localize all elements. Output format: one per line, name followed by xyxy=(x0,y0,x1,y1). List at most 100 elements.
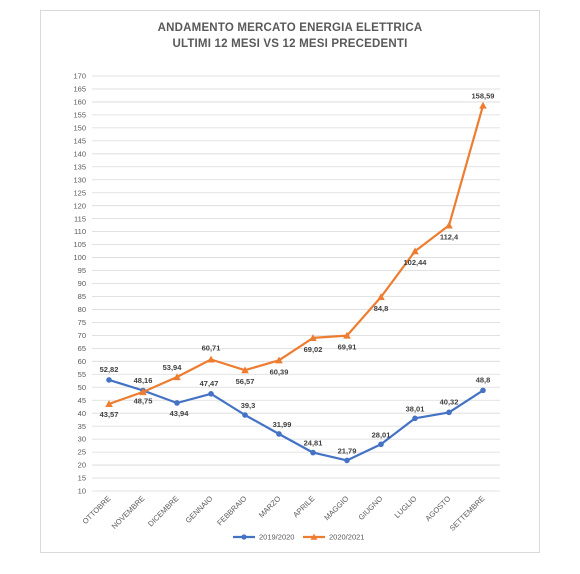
data-label: 84,8 xyxy=(374,304,389,313)
y-tick-label: 20 xyxy=(78,461,86,470)
data-point xyxy=(173,373,181,381)
data-label: 60,39 xyxy=(270,367,289,376)
legend-label: 2019/2020 xyxy=(259,533,294,542)
y-tick-label: 150 xyxy=(73,123,86,132)
y-tick-label: 25 xyxy=(78,448,86,457)
chart-title-line-1: ANDAMENTO MERCATO ENERGIA ELETTRICA xyxy=(157,22,423,34)
series-line-0 xyxy=(108,378,484,462)
y-tick-label: 90 xyxy=(78,279,86,288)
data-label: 69,91 xyxy=(338,343,357,352)
data-point xyxy=(276,431,282,437)
data-label: 158,59 xyxy=(472,92,495,101)
data-label: 69,02 xyxy=(304,345,323,354)
data-labels: 52,82 48,75 43,94 47,47 39,3 31,99 24,81 21,79 2… xyxy=(100,92,495,456)
y-tick-label: 130 xyxy=(73,175,86,184)
legend: 2019/2020 2020/2021 xyxy=(233,533,364,542)
y-tick-label: 65 xyxy=(78,344,86,353)
data-point xyxy=(207,355,215,363)
y-tick-label: 100 xyxy=(73,253,86,262)
y-tick-label: 115 xyxy=(74,214,86,223)
y-tick-label: 160 xyxy=(73,98,86,107)
series-lines xyxy=(105,101,487,464)
y-tick-label: 135 xyxy=(73,162,86,171)
data-point xyxy=(174,400,180,406)
data-label: 28,01 xyxy=(372,430,391,439)
data-label: 53,94 xyxy=(163,363,183,372)
data-label: 40,32 xyxy=(440,397,459,406)
data-label: 38,01 xyxy=(406,404,425,413)
y-tick-label: 10 xyxy=(78,487,86,496)
y-tick-label: 55 xyxy=(78,370,86,379)
chart-area xyxy=(40,10,540,553)
x-tick-label: APRILE xyxy=(291,494,316,519)
data-label: 47,47 xyxy=(200,379,219,388)
y-tick-label: 95 xyxy=(78,266,86,275)
data-label: 43,94 xyxy=(170,409,190,418)
y-tick-label: 40 xyxy=(78,409,86,418)
x-tick-label: AGOSTO xyxy=(423,494,452,523)
data-label: 48,16 xyxy=(134,376,153,385)
legend-marker xyxy=(241,534,247,540)
series-line-1 xyxy=(108,105,485,405)
y-tick-label: 60 xyxy=(78,357,86,366)
data-label: 24,81 xyxy=(304,439,323,448)
x-tick-label: SETTEMBRE xyxy=(448,494,487,533)
data-label: 48,8 xyxy=(476,375,491,384)
data-point xyxy=(310,449,316,456)
y-tick-label: 30 xyxy=(78,435,86,444)
x-tick-label: DICEMBRE xyxy=(146,494,180,528)
y-tick-label: 140 xyxy=(73,149,86,158)
data-label: 60,71 xyxy=(202,343,221,352)
y-tick-label: 155 xyxy=(73,111,86,120)
data-label: 48,75 xyxy=(134,396,153,405)
data-label: 21,79 xyxy=(338,446,357,455)
x-tick-label: NOVEMBRE xyxy=(110,494,147,531)
x-tick-label: GENNAIO xyxy=(184,494,215,525)
data-point xyxy=(412,415,418,422)
x-tick-label: OTTOBRE xyxy=(81,494,113,526)
x-tick-label: MARZO xyxy=(257,494,283,520)
data-point xyxy=(480,387,486,394)
gridlines xyxy=(92,75,500,492)
data-point xyxy=(309,334,317,341)
y-tick-label: 170 xyxy=(73,72,86,81)
data-label: 56,57 xyxy=(236,377,255,386)
y-tick-label: 110 xyxy=(74,227,86,236)
data-point xyxy=(344,457,350,464)
y-tick-label: 35 xyxy=(78,422,86,431)
data-point xyxy=(105,400,113,407)
y-tick-label: 85 xyxy=(78,292,86,301)
data-point xyxy=(208,391,214,397)
data-label: 52,82 xyxy=(100,365,119,374)
y-tick-label: 145 xyxy=(73,136,86,145)
data-label: 43,57 xyxy=(100,410,119,419)
legend-label: 2020/2021 xyxy=(329,533,364,542)
x-tick-label: MAGGIO xyxy=(322,494,350,522)
y-tick-label: 50 xyxy=(78,383,86,392)
y-tick-label: 75 xyxy=(78,318,86,327)
data-label: 112,4 xyxy=(440,232,459,241)
chart-title-line-2: ULTIMI 12 MESI VS 12 MESI PRECEDENTI xyxy=(172,38,408,50)
y-tick-label: 45 xyxy=(78,396,86,405)
data-point xyxy=(479,101,487,109)
y-tick-label: 70 xyxy=(78,331,86,340)
data-point xyxy=(445,221,453,229)
data-label: 102,44 xyxy=(404,258,428,267)
y-tick-label: 80 xyxy=(78,305,86,314)
x-tick-label: FEBBRAIO xyxy=(215,494,248,527)
data-label: 31,99 xyxy=(273,420,292,429)
data-point xyxy=(139,388,147,396)
y-tick-label: 165 xyxy=(73,85,86,94)
data-point xyxy=(378,441,384,448)
y-axis-ticks: 10 15 20 25 30 35 40 45 50 55 60 65 70 75 80 85 90 95 100 1… xyxy=(73,72,86,496)
y-tick-label: 120 xyxy=(73,201,86,210)
data-point xyxy=(275,356,283,364)
y-tick-label: 105 xyxy=(73,240,86,249)
data-point xyxy=(241,366,249,374)
y-tick-label: 15 xyxy=(78,474,86,483)
data-point xyxy=(242,412,248,418)
data-point xyxy=(411,247,419,255)
y-tick-label: 125 xyxy=(73,188,86,197)
